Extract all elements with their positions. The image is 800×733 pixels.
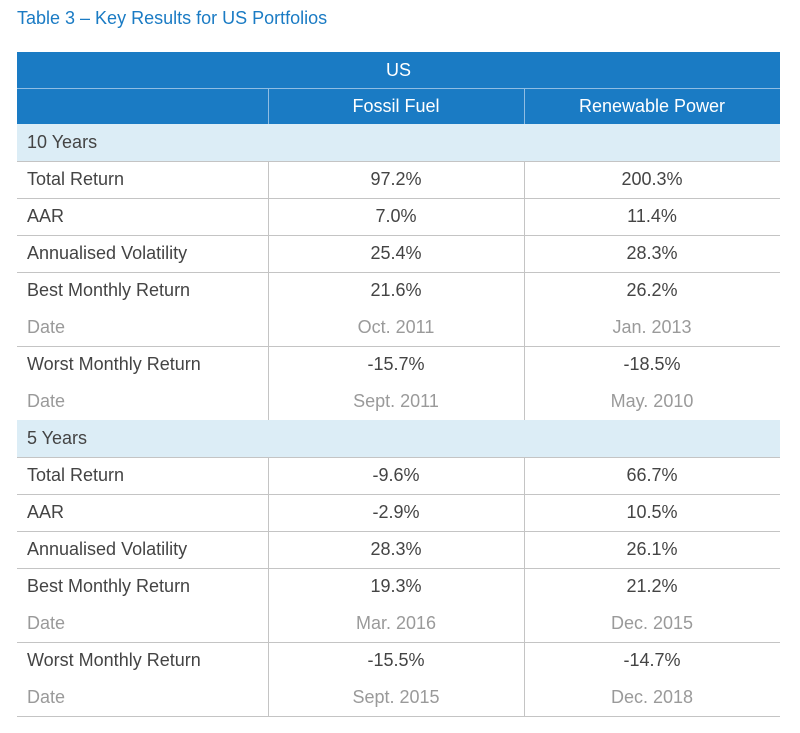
row-border (17, 272, 780, 273)
date-cell: Date (27, 613, 66, 633)
date-cell: Sept. 2015 (352, 687, 440, 707)
column-divider (524, 346, 525, 420)
section-title: 10 Years (17, 124, 780, 161)
date-cell: Jan. 2013 (612, 317, 692, 337)
column-divider (268, 568, 269, 642)
column-header: Renewable Power (578, 95, 726, 116)
cell: 66.7% (626, 465, 678, 485)
column-divider (524, 531, 525, 568)
date-cell: Sept. 2011 (353, 391, 439, 411)
row-border (17, 716, 780, 717)
cell: 11.4% (627, 206, 677, 226)
cell: -15.5% (367, 650, 425, 670)
column-divider (268, 198, 269, 235)
column-divider (268, 272, 269, 346)
cell: Total Return (27, 169, 125, 189)
column-divider (524, 272, 525, 346)
cell: Best Monthly Return (27, 280, 191, 300)
cell: -2.9% (372, 502, 420, 522)
cell: 21.2% (626, 576, 678, 596)
cell: -14.7% (623, 650, 681, 670)
cell: 28.3% (626, 243, 678, 263)
cell: 25.4% (370, 243, 422, 263)
cell: 28.3% (370, 539, 422, 559)
cell: 21.6% (370, 280, 422, 300)
section-title: 5 Years (17, 420, 780, 457)
row-border (17, 642, 780, 643)
column-divider (268, 161, 269, 198)
date-cell: Date (27, 391, 66, 411)
cell: Annualised Volatility (27, 243, 188, 263)
date-cell: Dec. 2015 (610, 613, 694, 633)
row-border (17, 457, 780, 458)
column-divider (524, 568, 525, 642)
column-header: Fossil Fuel (352, 95, 440, 116)
cell: 26.2% (626, 280, 678, 300)
cell: -18.5% (623, 354, 681, 374)
date-cell: Dec. 2018 (610, 687, 694, 707)
column-divider (524, 161, 525, 198)
column-divider (268, 346, 269, 420)
date-cell: Date (27, 687, 66, 707)
column-divider (524, 198, 525, 235)
column-divider (268, 457, 269, 494)
header-col-divider (268, 88, 269, 124)
cell: 7.0% (375, 206, 417, 226)
date-cell: Date (27, 317, 66, 337)
cell: 97.2% (370, 169, 422, 189)
column-divider (268, 531, 269, 568)
cell: -15.7% (367, 354, 425, 374)
cell: AAR (27, 206, 65, 226)
cell: Worst Monthly Return (27, 650, 201, 670)
column-divider (268, 642, 269, 716)
header-group: US (385, 59, 411, 80)
date-cell: Oct. 2011 (357, 317, 435, 337)
row-border (17, 568, 780, 569)
cell: Worst Monthly Return (27, 354, 201, 374)
row-border (17, 161, 780, 162)
cell: 200.3% (621, 169, 683, 189)
table-title: Table 3 – Key Results for US Portfolios (17, 8, 328, 28)
header-col-divider (524, 88, 525, 124)
column-divider (268, 235, 269, 272)
row-border (17, 531, 780, 532)
row-border (17, 198, 780, 199)
row-border (17, 346, 780, 347)
cell: Total Return (27, 465, 125, 485)
cell: -9.6% (372, 465, 420, 485)
cell: Best Monthly Return (27, 576, 191, 596)
column-divider (524, 494, 525, 531)
column-divider (524, 642, 525, 716)
cell: 10.5% (626, 502, 678, 522)
column-divider (524, 235, 525, 272)
cell: Annualised Volatility (27, 539, 188, 559)
cell: AAR (27, 502, 65, 522)
date-cell: May. 2010 (610, 391, 694, 411)
cell: 19.3% (370, 576, 422, 596)
column-divider (268, 494, 269, 531)
column-divider (524, 457, 525, 494)
cell: 26.1% (626, 539, 678, 559)
date-cell: Mar. 2016 (355, 613, 437, 633)
header-divider (17, 88, 780, 89)
row-border (17, 494, 780, 495)
row-border (17, 235, 780, 236)
